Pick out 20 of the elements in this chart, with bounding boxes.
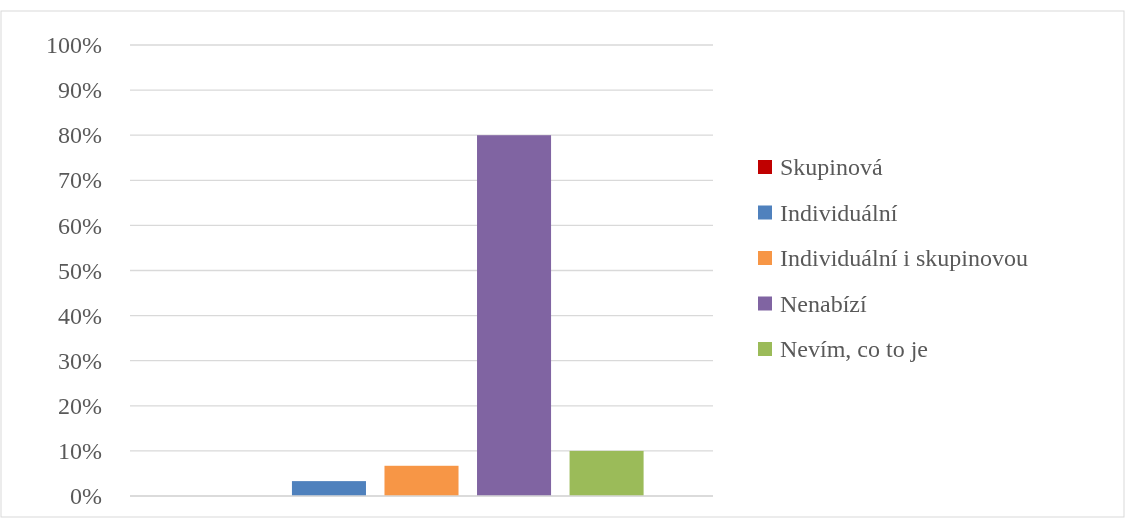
y-tick-label: 80% (58, 122, 102, 149)
y-tick-label: 20% (58, 392, 102, 419)
y-tick-label: 10% (58, 438, 102, 465)
bar (291, 481, 366, 496)
bar (477, 135, 552, 496)
y-tick-label: 70% (58, 167, 102, 194)
legend-label: Skupinová (780, 154, 884, 181)
y-tick-label: 40% (58, 302, 102, 329)
y-tick-label: 90% (58, 77, 102, 104)
legend-label: Individuální i skupinovou (780, 245, 1028, 272)
y-tick-label: 30% (58, 347, 102, 374)
bar (384, 465, 459, 496)
y-tick-label: 60% (58, 212, 102, 239)
y-tick-label: 0% (70, 483, 102, 510)
legend-label: Nevím, co to je (780, 336, 928, 363)
y-tick-label: 50% (58, 257, 102, 284)
bar (569, 450, 644, 496)
legend-label: Individuální (780, 199, 898, 226)
y-tick-label: 100% (46, 32, 102, 59)
legend-label: Nenabízí (780, 290, 867, 317)
